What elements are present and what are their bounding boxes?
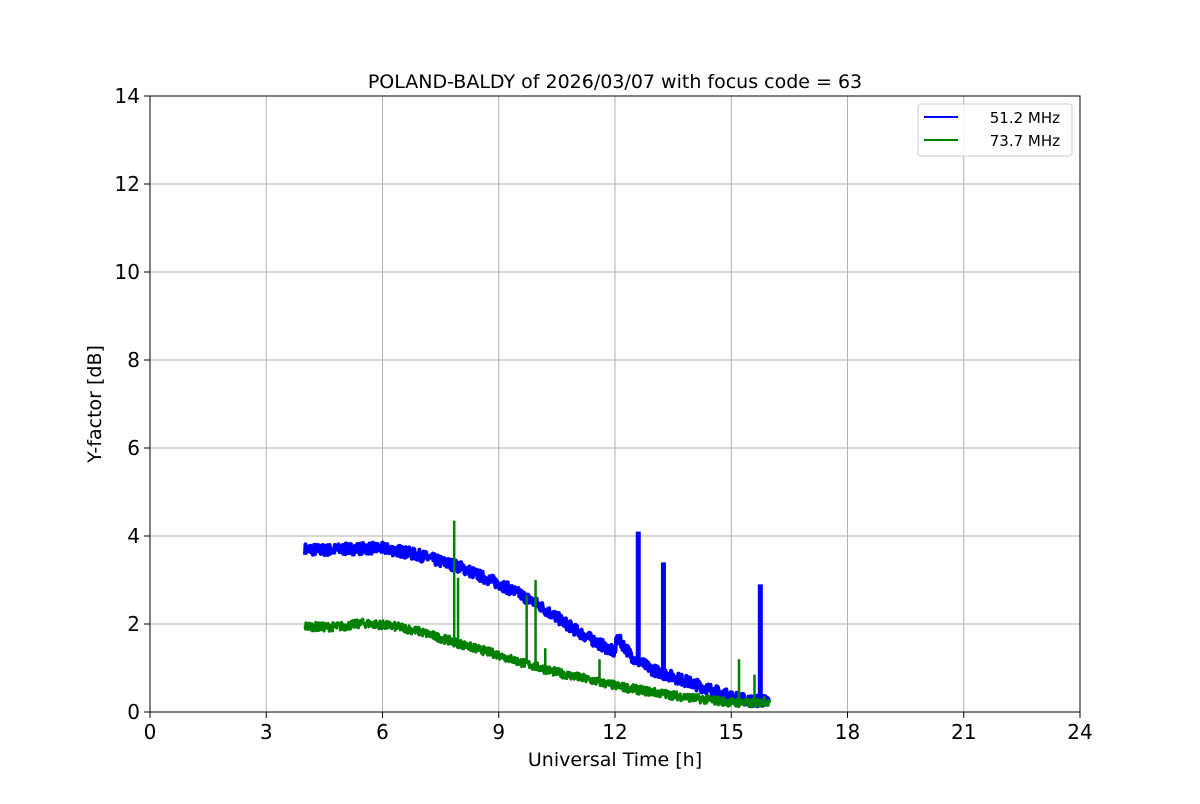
y-tick-label: 12 — [115, 172, 140, 196]
x-tick-label: 24 — [1067, 720, 1092, 744]
series-73-7-mhz — [303, 520, 771, 709]
series-line — [303, 617, 771, 709]
x-axis-label: Universal Time [h] — [528, 749, 702, 771]
x-tick-label: 18 — [835, 720, 860, 744]
series-line — [303, 540, 772, 709]
legend-label-73mhz: 73.7 MHz — [990, 132, 1060, 150]
y-tick-label: 10 — [115, 260, 140, 284]
legend: 51.2 MHz 73.7 MHz — [917, 103, 1073, 157]
y-tick-label: 14 — [115, 84, 140, 108]
x-tick-label: 3 — [260, 720, 273, 744]
x-tick-label: 0 — [144, 720, 157, 744]
x-tick-label: 6 — [376, 720, 389, 744]
x-tick-label: 21 — [951, 720, 976, 744]
y-axis-label: Y-factor [dB] — [84, 345, 106, 464]
plot-area — [303, 520, 772, 709]
y-tick-label: 2 — [127, 612, 140, 636]
y-tick-label: 8 — [127, 348, 140, 372]
y-tick-label: 0 — [127, 700, 140, 724]
chart-title: POLAND-BALDY of 2026/03/07 with focus co… — [368, 71, 862, 93]
y-tick-label: 4 — [127, 524, 140, 548]
x-tick-label: 12 — [602, 720, 627, 744]
x-tick-label: 15 — [719, 720, 744, 744]
y-tick-label: 6 — [127, 436, 140, 460]
series-51-2-mhz — [303, 531, 772, 709]
grid — [149, 95, 1081, 713]
legend-label-51mhz: 51.2 MHz — [990, 109, 1060, 127]
x-tick-label: 9 — [492, 720, 505, 744]
